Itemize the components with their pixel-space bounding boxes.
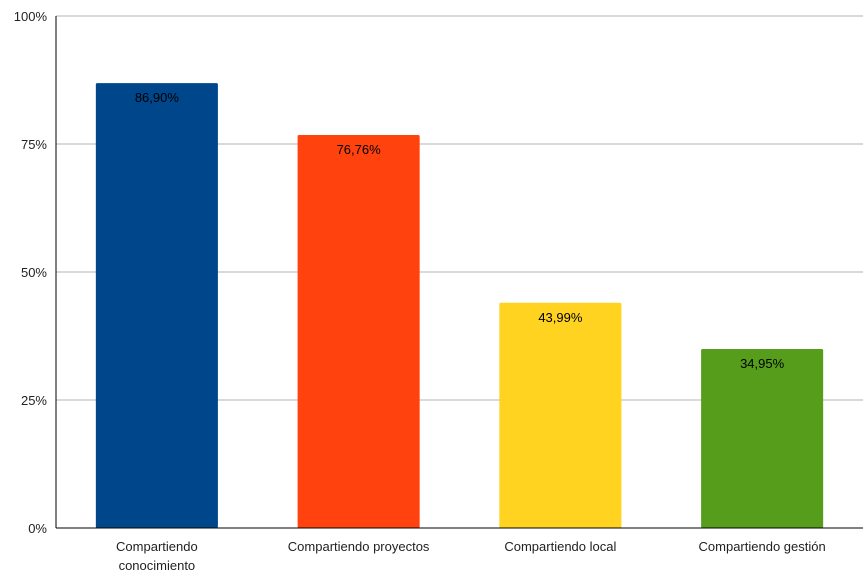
y-tick-label: 100% — [14, 9, 48, 24]
y-tick-label: 0% — [28, 521, 47, 536]
bar — [297, 134, 420, 528]
x-category-label: Compartiendo conocimiento — [116, 539, 198, 573]
axes — [55, 16, 863, 529]
data-labels: 86,90% 76,76% 43,99% 34,95% — [135, 90, 785, 371]
x-category-label-line: Compartiendo — [116, 539, 198, 554]
x-category-label-line: Compartiendo local — [504, 539, 616, 554]
x-axis-category-labels: Compartiendo conocimiento Compartiendo pro… — [116, 539, 826, 573]
data-label: 76,76% — [337, 142, 382, 157]
y-tick-label: 50% — [21, 265, 47, 280]
data-label: 86,90% — [135, 90, 180, 105]
x-category-label: Compartiendo gestión — [699, 539, 826, 554]
bars — [95, 83, 824, 529]
x-category-label-line: conocimiento — [119, 558, 196, 573]
x-category-label-line: Compartiendo proyectos — [288, 539, 430, 554]
y-tick-label: 75% — [21, 137, 47, 152]
x-category-label-line: Compartiendo gestión — [699, 539, 826, 554]
bar — [701, 349, 824, 528]
bar — [95, 83, 218, 529]
y-tick-label: 25% — [21, 393, 47, 408]
x-category-label: Compartiendo local — [504, 539, 616, 554]
data-label: 43,99% — [538, 310, 583, 325]
y-axis-tick-labels: 0% 25% 50% 75% 100% — [14, 9, 48, 536]
data-label: 34,95% — [740, 356, 785, 371]
bar — [499, 302, 622, 528]
x-category-label: Compartiendo proyectos — [288, 539, 430, 554]
